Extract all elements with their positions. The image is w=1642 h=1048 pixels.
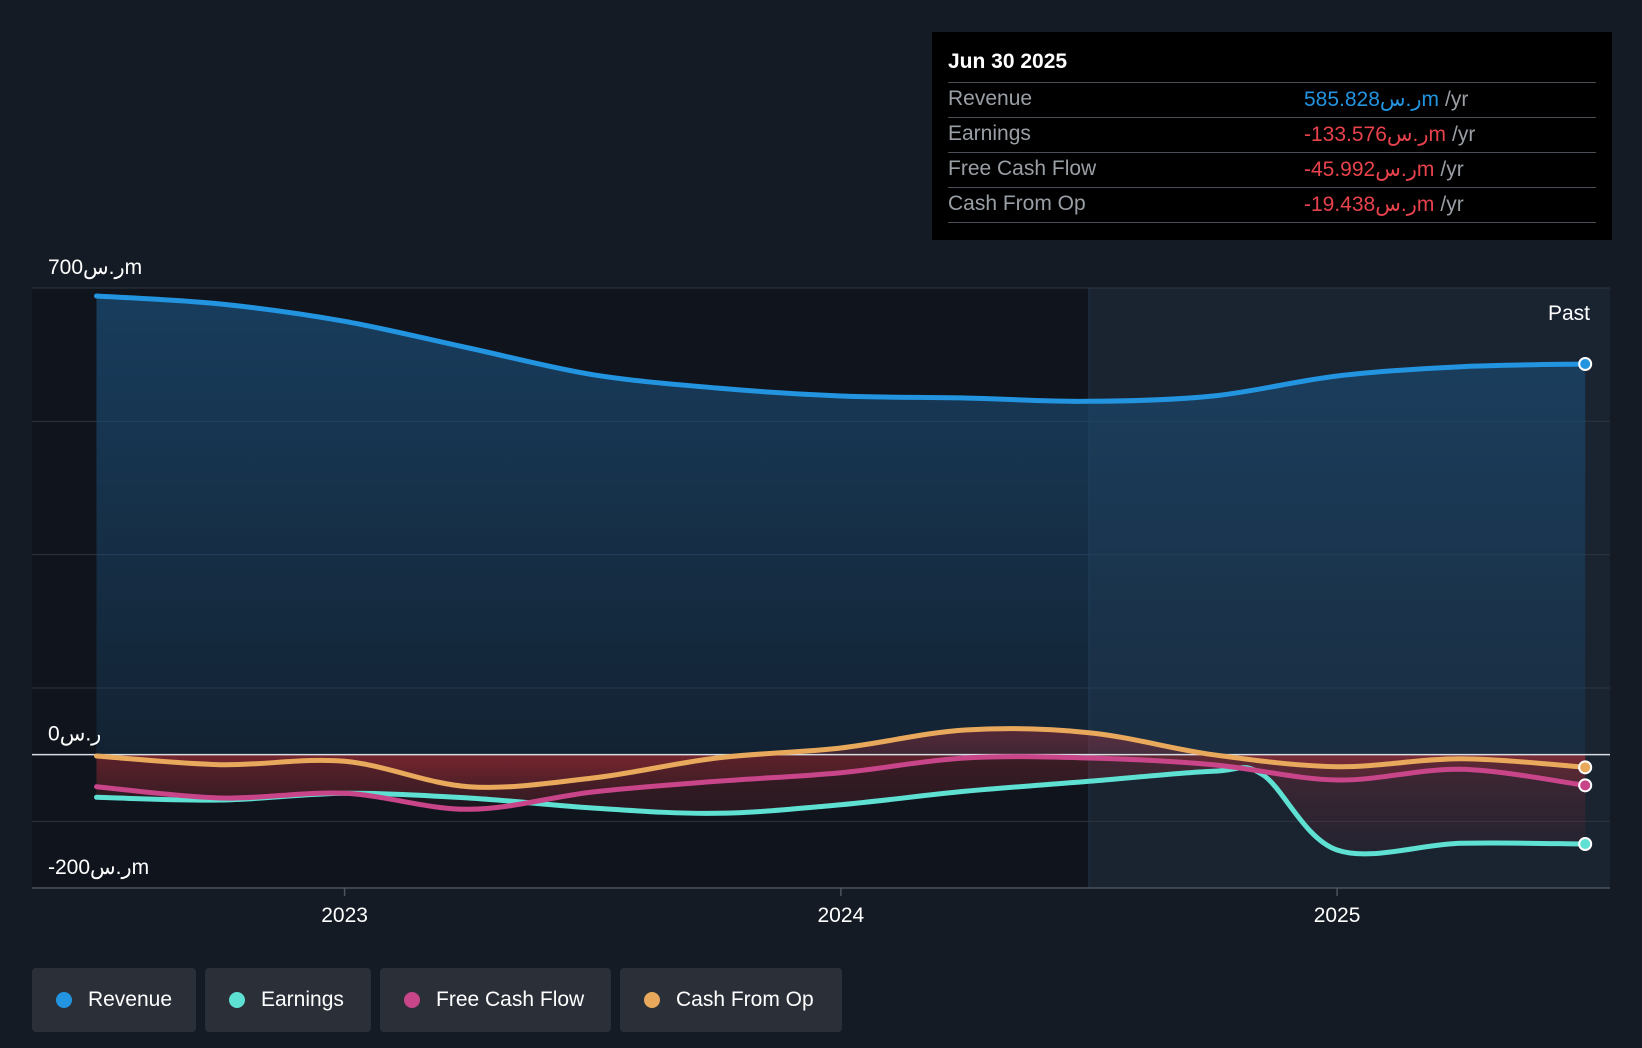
legend-item-free-cash-flow[interactable]: Free Cash Flow — [380, 968, 611, 1032]
tooltip-value: -19.438ر.سm/yr — [1304, 193, 1464, 216]
end-point-free-cash-flow — [1578, 778, 1593, 793]
y-tick-label: 0ر.س — [48, 723, 101, 747]
area-revenue — [96, 296, 1586, 755]
tooltip-divider — [948, 222, 1596, 223]
tooltip-value: 585.828ر.سm/yr — [1304, 88, 1469, 111]
legend-item-revenue[interactable]: Revenue — [32, 968, 196, 1032]
x-tick-label: 2025 — [1314, 904, 1361, 927]
legend-label: Cash From Op — [676, 988, 814, 1011]
legend-label: Free Cash Flow — [436, 988, 585, 1011]
y-tick-label: -200ر.سm — [48, 856, 149, 880]
tooltip-label: Earnings — [948, 122, 1031, 145]
area-cash-from-op — [96, 728, 1586, 788]
tooltip-value: -45.992ر.سm/yr — [1304, 158, 1464, 181]
tooltip-label: Free Cash Flow — [948, 157, 1097, 180]
tooltip-row-free-cash-flow: Free Cash Flow -45.992ر.سm/yr — [948, 152, 1596, 187]
line-revenue — [94, 293, 1588, 404]
line-cash-from-op — [94, 726, 1588, 790]
legend-label: Earnings — [261, 988, 344, 1011]
x-tick-label: 2023 — [321, 904, 368, 927]
legend-dot-icon — [229, 992, 245, 1008]
legend-dot-icon — [644, 992, 660, 1008]
tooltip-label: Cash From Op — [948, 192, 1086, 215]
legend-dot-icon — [404, 992, 420, 1008]
legend-item-earnings[interactable]: Earnings — [205, 968, 371, 1032]
tooltip-row-earnings: Earnings -133.576ر.سm/yr — [948, 117, 1596, 152]
legend: Revenue Earnings Free Cash Flow Cash Fro… — [32, 968, 842, 1032]
legend-item-cash-from-op[interactable]: Cash From Op — [620, 968, 842, 1032]
line-free-cash-flow — [94, 754, 1588, 812]
tooltip-date: Jun 30 2025 — [948, 50, 1068, 73]
past-label: Past — [1548, 302, 1590, 325]
legend-dot-icon — [56, 992, 72, 1008]
end-point-earnings — [1578, 837, 1593, 851]
tooltip-panel: Jun 30 2025 Revenue 585.828ر.سm/yr Earni… — [932, 32, 1612, 240]
tooltip-row-cash-from-op: Cash From Op -19.438ر.سm/yr — [948, 187, 1596, 222]
tooltip-value: -133.576ر.سm/yr — [1304, 123, 1476, 146]
end-point-revenue — [1578, 357, 1593, 371]
tooltip-row-revenue: Revenue 585.828ر.سm/yr — [948, 82, 1596, 117]
y-tick-label: 700ر.سm — [48, 256, 142, 280]
x-tick-label: 2024 — [817, 904, 864, 927]
tooltip-label: Revenue — [948, 87, 1033, 110]
legend-label: Revenue — [87, 988, 172, 1011]
end-point-cash-from-op — [1578, 760, 1593, 775]
